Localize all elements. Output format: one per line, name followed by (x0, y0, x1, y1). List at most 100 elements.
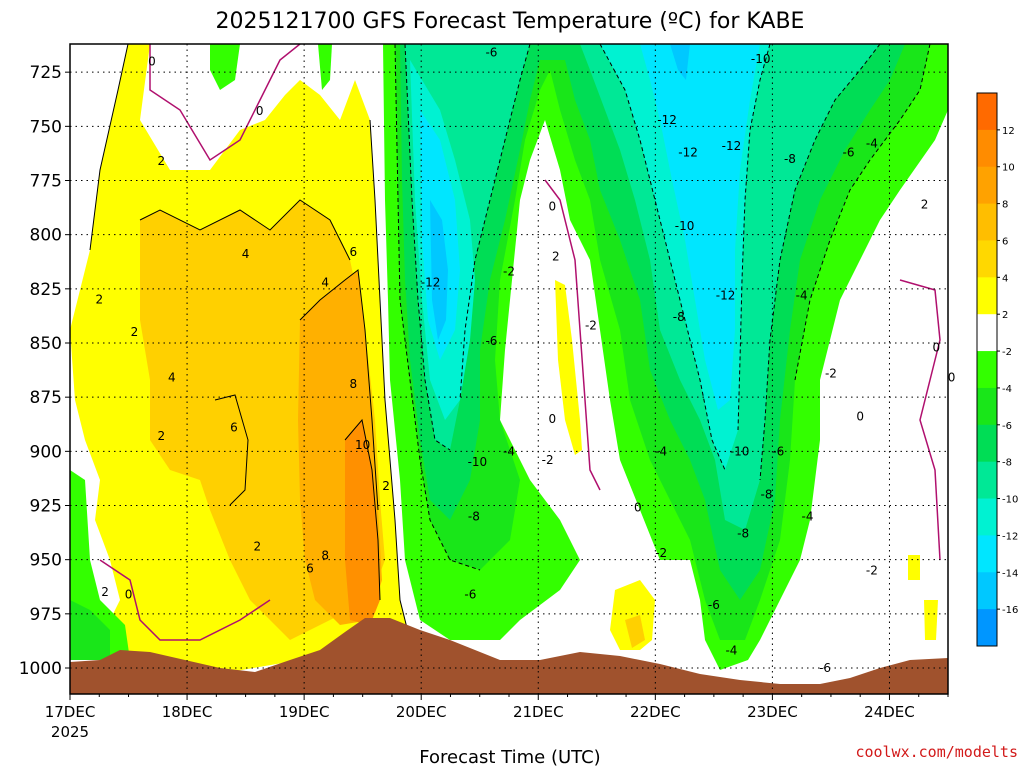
colorbar-tick-label: 10 (1002, 163, 1015, 174)
contour-label: -8 (784, 152, 796, 166)
y-tick-label: 825 (30, 280, 62, 300)
chart-title: 2025121700 GFS Forecast Temperature (ºC)… (216, 9, 805, 34)
colorbar-tick-label: 6 (1002, 236, 1008, 247)
contour-label: 2 (101, 585, 109, 599)
field-cold-left-edge-2 (70, 600, 110, 660)
x-tick-label: 21DEC (513, 703, 564, 721)
contour-label: -10 (751, 52, 771, 66)
contour-label: 2 (921, 197, 929, 211)
field-cold-teal (405, 44, 880, 530)
contour-label: -4 (796, 288, 808, 302)
contour-label: 2 (95, 293, 103, 307)
x-axis-year: 2025 (51, 723, 89, 741)
field-warm-blob-21dec (555, 280, 582, 455)
colorbar-tick-label: 2 (1002, 310, 1008, 321)
contour-label: 0 (948, 371, 956, 385)
contour-label: -2 (866, 564, 878, 578)
contour-label: 0 (932, 340, 940, 354)
contour-label: -6 (819, 661, 831, 675)
colorbar-swatch (977, 609, 997, 647)
colorbar-tick-label: 4 (1002, 273, 1008, 284)
contour-label: -2 (503, 265, 515, 279)
contour-label: 2 (157, 429, 165, 443)
colorbar-tick-label: -12 (1002, 531, 1018, 542)
contour-label: -6 (464, 587, 476, 601)
colorbar-swatch (977, 535, 997, 573)
colorbar-tick-label: -16 (1002, 605, 1018, 616)
contour-line (299, 269, 379, 511)
field-cold-top-19dec (210, 44, 240, 90)
y-tick-label: 875 (30, 388, 62, 408)
contour-label: -10 (730, 444, 750, 458)
contour-line (794, 44, 931, 381)
field-warm-blob-22dec-inner (625, 615, 645, 648)
contour-label: 2 (157, 154, 165, 168)
contour-line (459, 44, 531, 401)
contour-label: -12 (678, 145, 698, 159)
y-tick-label: 925 (30, 497, 62, 517)
colorbar-swatch (977, 93, 997, 131)
x-tick-label: 22DEC (630, 703, 681, 721)
contour-label: 4 (242, 247, 250, 261)
contour-label: -8 (761, 488, 773, 502)
x-tick-label: 17DEC (45, 703, 96, 721)
colorbar-swatch (977, 314, 997, 352)
contour-label: 0 (125, 587, 133, 601)
contour-label: 4 (321, 275, 329, 289)
contour-line (369, 119, 411, 641)
y-tick-label: 850 (30, 334, 62, 354)
contour-label: 6 (349, 245, 357, 259)
contour-label: -6 (708, 598, 720, 612)
contour-label: -4 (802, 509, 814, 523)
colorbar-tick-label: -4 (1002, 384, 1012, 395)
colorbar-swatch (977, 498, 997, 536)
temperature-field (70, 44, 948, 672)
y-tick-label: 725 (30, 63, 62, 83)
colorbar-swatch (977, 351, 997, 389)
y-tick-label: 950 (30, 551, 62, 571)
colorbar-frame (976, 92, 998, 647)
y-tick-label: 800 (30, 226, 62, 246)
contour-label: 10 (355, 438, 370, 452)
contour-label: 2 (552, 249, 560, 263)
y-tick-label: 900 (30, 442, 62, 462)
colorbar-swatch (977, 387, 997, 426)
zero-contour (99, 559, 271, 641)
contour-lines-dashed (394, 44, 931, 571)
contour-label: -10 (675, 219, 695, 233)
gridlines (69, 44, 948, 694)
contour-line (214, 394, 249, 506)
contour-line (139, 199, 351, 261)
y-tick-label: 775 (30, 172, 62, 192)
field-cold-top-19dec-b (318, 44, 332, 90)
contour-label: -12 (716, 288, 736, 302)
contour-line (599, 44, 726, 471)
x-tick-label: 24DEC (864, 703, 915, 721)
contour-label: 0 (148, 54, 156, 68)
colorbar-swatch (977, 129, 997, 168)
contour-label: -6 (485, 334, 497, 348)
x-tick-label: 18DEC (162, 703, 213, 721)
colorbar-tick-label: -6 (1002, 421, 1012, 432)
colorbar-tick-label: -8 (1002, 458, 1012, 469)
contour-label: 8 (321, 548, 329, 562)
contour-label: -4 (725, 644, 737, 658)
contour-label: 6 (230, 421, 238, 435)
colorbar-tick-label: -2 (1002, 347, 1012, 358)
field-cold-blue-2 (670, 44, 690, 80)
contour-label: -4 (655, 444, 667, 458)
field-cold-lightblue-2 (640, 44, 760, 410)
contour-label: -2 (655, 546, 667, 560)
colorbar-swatch (977, 572, 997, 610)
colorbar-swatch (977, 166, 997, 205)
colorbar-swatch (977, 424, 997, 463)
contour-label: 2 (131, 325, 139, 339)
y-tick-label: 975 (30, 605, 62, 625)
contour-label: -6 (772, 444, 784, 458)
x-tick-label: 23DEC (747, 703, 798, 721)
y-axis: 725 750 775 800 825 850 875 900 925 950 975 1000 (19, 63, 70, 679)
contour-label: -12 (657, 113, 677, 127)
contour-label: -8 (673, 310, 685, 324)
